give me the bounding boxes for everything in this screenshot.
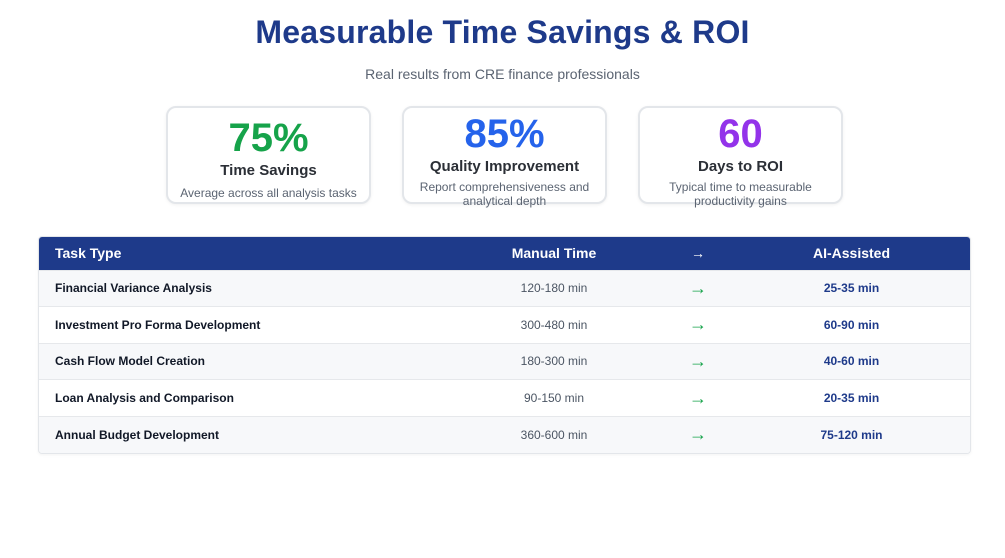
metric-label: Days to ROI — [697, 158, 784, 175]
task-type-cell: Financial Variance Analysis — [55, 281, 212, 296]
metric-description: Report comprehensiveness and analytical … — [419, 180, 590, 208]
metric-card-time-savings: 75% Time Savings Average across all anal… — [166, 106, 371, 204]
ai-assisted-cell: 25-35 min — [823, 281, 880, 296]
metric-description: Typical time to measurable productivity … — [669, 180, 812, 208]
table-header-row: Task Type Manual Time → AI-Assisted — [39, 237, 970, 270]
metric-cards: 75% Time Savings Average across all anal… — [166, 106, 843, 208]
arrow-right-icon: → — [689, 387, 707, 408]
ai-assisted-cell: 60-90 min — [823, 317, 880, 332]
manual-time-cell: 300-480 min — [520, 317, 588, 332]
page-title: Measurable Time Savings & ROI — [255, 14, 750, 50]
header-ai-assisted: AI-Assisted — [812, 245, 891, 262]
metric-label: Quality Improvement — [429, 158, 580, 175]
ai-assisted-cell: 40-60 min — [823, 354, 880, 369]
task-type-cell: Investment Pro Forma Development — [55, 317, 261, 332]
ai-assisted-cell: 20-35 min — [823, 391, 880, 406]
task-type-cell: Cash Flow Model Creation — [55, 354, 206, 369]
comparison-table: Task Type Manual Time → AI-Assisted Fina… — [38, 236, 971, 454]
manual-time-cell: 120-180 min — [520, 281, 588, 296]
ai-assisted-cell: 75-120 min — [820, 427, 883, 442]
header-task-type: Task Type — [55, 245, 122, 262]
arrow-right-icon: → — [689, 314, 707, 335]
metric-value: 85% — [464, 112, 545, 156]
manual-time-cell: 360-600 min — [520, 427, 588, 442]
metric-card-quality-improvement: 85% Quality Improvement Report comprehen… — [402, 106, 607, 208]
table-row: Financial Variance Analysis 120-180 min … — [39, 270, 970, 307]
metric-card-days-to-roi: 60 Days to ROI Typical time to measurabl… — [638, 106, 843, 208]
table-row: Annual Budget Development 360-600 min → … — [39, 416, 970, 453]
manual-time-cell: 90-150 min — [523, 391, 585, 406]
arrow-right-icon: → — [689, 350, 707, 371]
metric-value: 75% — [228, 116, 309, 160]
header-arrow-icon: → — [691, 245, 705, 262]
page-subtitle: Real results from CRE finance profession… — [365, 66, 640, 82]
metric-description: Average across all analysis tasks — [180, 186, 357, 200]
table-row: Investment Pro Forma Development 300-480… — [39, 306, 970, 344]
metric-value: 60 — [718, 112, 763, 156]
table-row: Cash Flow Model Creation 180-300 min → 4… — [39, 343, 970, 380]
manual-time-cell: 180-300 min — [520, 354, 588, 369]
task-type-cell: Loan Analysis and Comparison — [55, 391, 234, 406]
arrow-right-icon: → — [689, 277, 707, 298]
task-type-cell: Annual Budget Development — [55, 427, 220, 442]
table-row: Loan Analysis and Comparison 90-150 min … — [39, 379, 970, 417]
arrow-right-icon: → — [689, 424, 707, 445]
metric-label: Time Savings — [220, 162, 317, 179]
header-manual-time: Manual Time — [511, 245, 597, 262]
